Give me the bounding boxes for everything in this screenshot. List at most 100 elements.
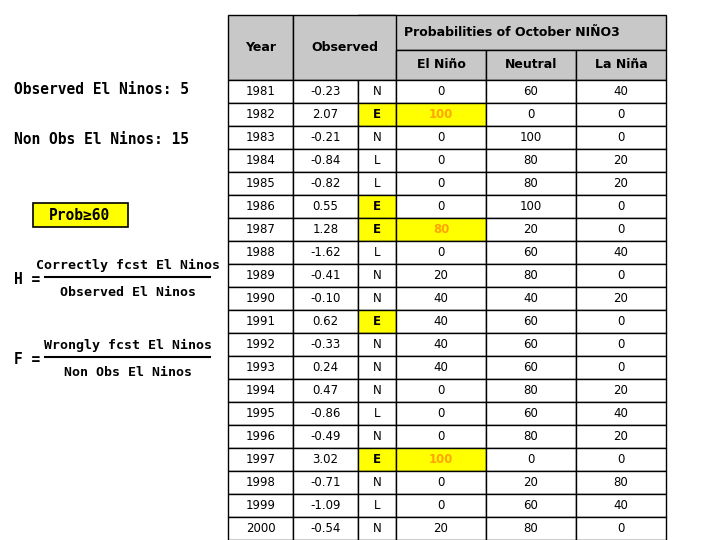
Text: 40: 40 [433,361,449,374]
Text: Observed El Ninos: 5: Observed El Ninos: 5 [14,83,189,98]
Text: 0: 0 [437,154,445,167]
Text: Wrongly fcst El Ninos: Wrongly fcst El Ninos [43,339,212,352]
Bar [293,448,358,471]
Text: 0: 0 [437,85,445,98]
Text: -1.62: -1.62 [310,246,341,259]
Text: -0.82: -0.82 [310,177,341,190]
Bar [358,425,396,448]
Text: H =: H = [14,273,40,287]
Bar [228,15,293,80]
Text: 1997: 1997 [246,453,276,466]
Text: 20: 20 [433,269,449,282]
Text: 20: 20 [433,522,449,535]
Text: 100: 100 [520,200,542,213]
Text: N: N [373,361,382,374]
Text: 1985: 1985 [246,177,275,190]
Text: N: N [373,476,382,489]
Bar [576,356,666,379]
Text: 1990: 1990 [246,292,276,305]
Bar [396,80,486,103]
Text: N: N [373,85,382,98]
Text: 0.24: 0.24 [312,361,338,374]
Bar [32,203,127,227]
Bar [358,149,396,172]
Text: 60: 60 [523,246,539,259]
Text: 60: 60 [523,85,539,98]
Text: -0.21: -0.21 [310,131,341,144]
Text: 2000: 2000 [246,522,275,535]
Text: 0.62: 0.62 [312,315,338,328]
Bar [358,15,666,50]
Bar [293,494,358,517]
Bar [228,494,293,517]
Text: 80: 80 [433,223,449,236]
Bar [293,103,358,126]
Bar [358,80,396,103]
Bar [486,310,576,333]
Bar [358,195,396,218]
Bar [486,494,576,517]
Text: 80: 80 [523,177,539,190]
Text: 0: 0 [617,108,625,121]
Text: L: L [374,246,380,259]
Text: Non Obs El Ninos: 15: Non Obs El Ninos: 15 [14,132,189,147]
Text: 40: 40 [613,85,629,98]
Text: Probabilities of October NIÑO3: Probabilities of October NIÑO3 [404,26,620,39]
Text: 0: 0 [437,499,445,512]
Bar [486,264,576,287]
Bar [293,356,358,379]
Text: N: N [373,338,382,351]
Bar [396,149,486,172]
Text: 0: 0 [617,223,625,236]
Text: 40: 40 [433,315,449,328]
Bar [396,379,486,402]
Bar [396,264,486,287]
Bar [358,310,396,333]
Bar [293,287,358,310]
Bar [228,310,293,333]
Text: 20: 20 [613,384,629,397]
Bar [396,402,486,425]
Text: 2.07: 2.07 [312,108,338,121]
Bar [396,494,486,517]
Text: 0: 0 [437,407,445,420]
Text: 60: 60 [523,407,539,420]
Bar [358,379,396,402]
Text: 1988: 1988 [246,246,275,259]
Text: 0.47: 0.47 [312,384,338,397]
Text: 3.02: 3.02 [312,453,338,466]
Text: 80: 80 [523,430,539,443]
Text: 100: 100 [520,131,542,144]
Text: 0: 0 [437,131,445,144]
Text: 60: 60 [523,361,539,374]
Text: 0: 0 [617,453,625,466]
Bar [576,80,666,103]
Text: E: E [373,453,381,466]
Bar [396,333,486,356]
Text: 1998: 1998 [246,476,276,489]
Text: 0: 0 [437,246,445,259]
Bar [293,333,358,356]
Text: -0.54: -0.54 [310,522,341,535]
Text: 1999: 1999 [246,499,276,512]
Text: 20: 20 [613,177,629,190]
Text: 100: 100 [429,453,453,466]
Bar [486,425,576,448]
Text: 0: 0 [617,522,625,535]
Bar [396,471,486,494]
Text: 0: 0 [617,131,625,144]
Text: 0: 0 [617,200,625,213]
Bar [228,471,293,494]
Bar [576,471,666,494]
Bar [228,356,293,379]
Text: 40: 40 [433,292,449,305]
Bar [228,172,293,195]
Text: E: E [373,223,381,236]
Text: 0: 0 [437,200,445,213]
Bar [228,517,293,540]
Bar [486,195,576,218]
Bar [396,126,486,149]
Text: 0: 0 [437,476,445,489]
Text: 1992: 1992 [246,338,276,351]
Bar [293,218,358,241]
